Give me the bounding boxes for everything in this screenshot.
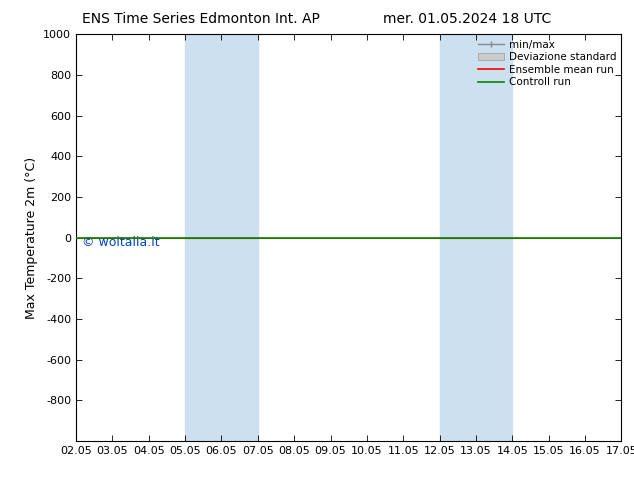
Legend: min/max, Deviazione standard, Ensemble mean run, Controll run: min/max, Deviazione standard, Ensemble m…: [476, 37, 618, 89]
Text: © woitalia.it: © woitalia.it: [82, 236, 159, 248]
Bar: [185, 34, 258, 441]
Text: ENS Time Series Edmonton Int. AP: ENS Time Series Edmonton Int. AP: [82, 12, 320, 26]
Y-axis label: Max Temperature 2m (°C): Max Temperature 2m (°C): [25, 157, 37, 318]
Text: mer. 01.05.2024 18 UTC: mer. 01.05.2024 18 UTC: [384, 12, 552, 26]
Bar: [439, 34, 512, 441]
